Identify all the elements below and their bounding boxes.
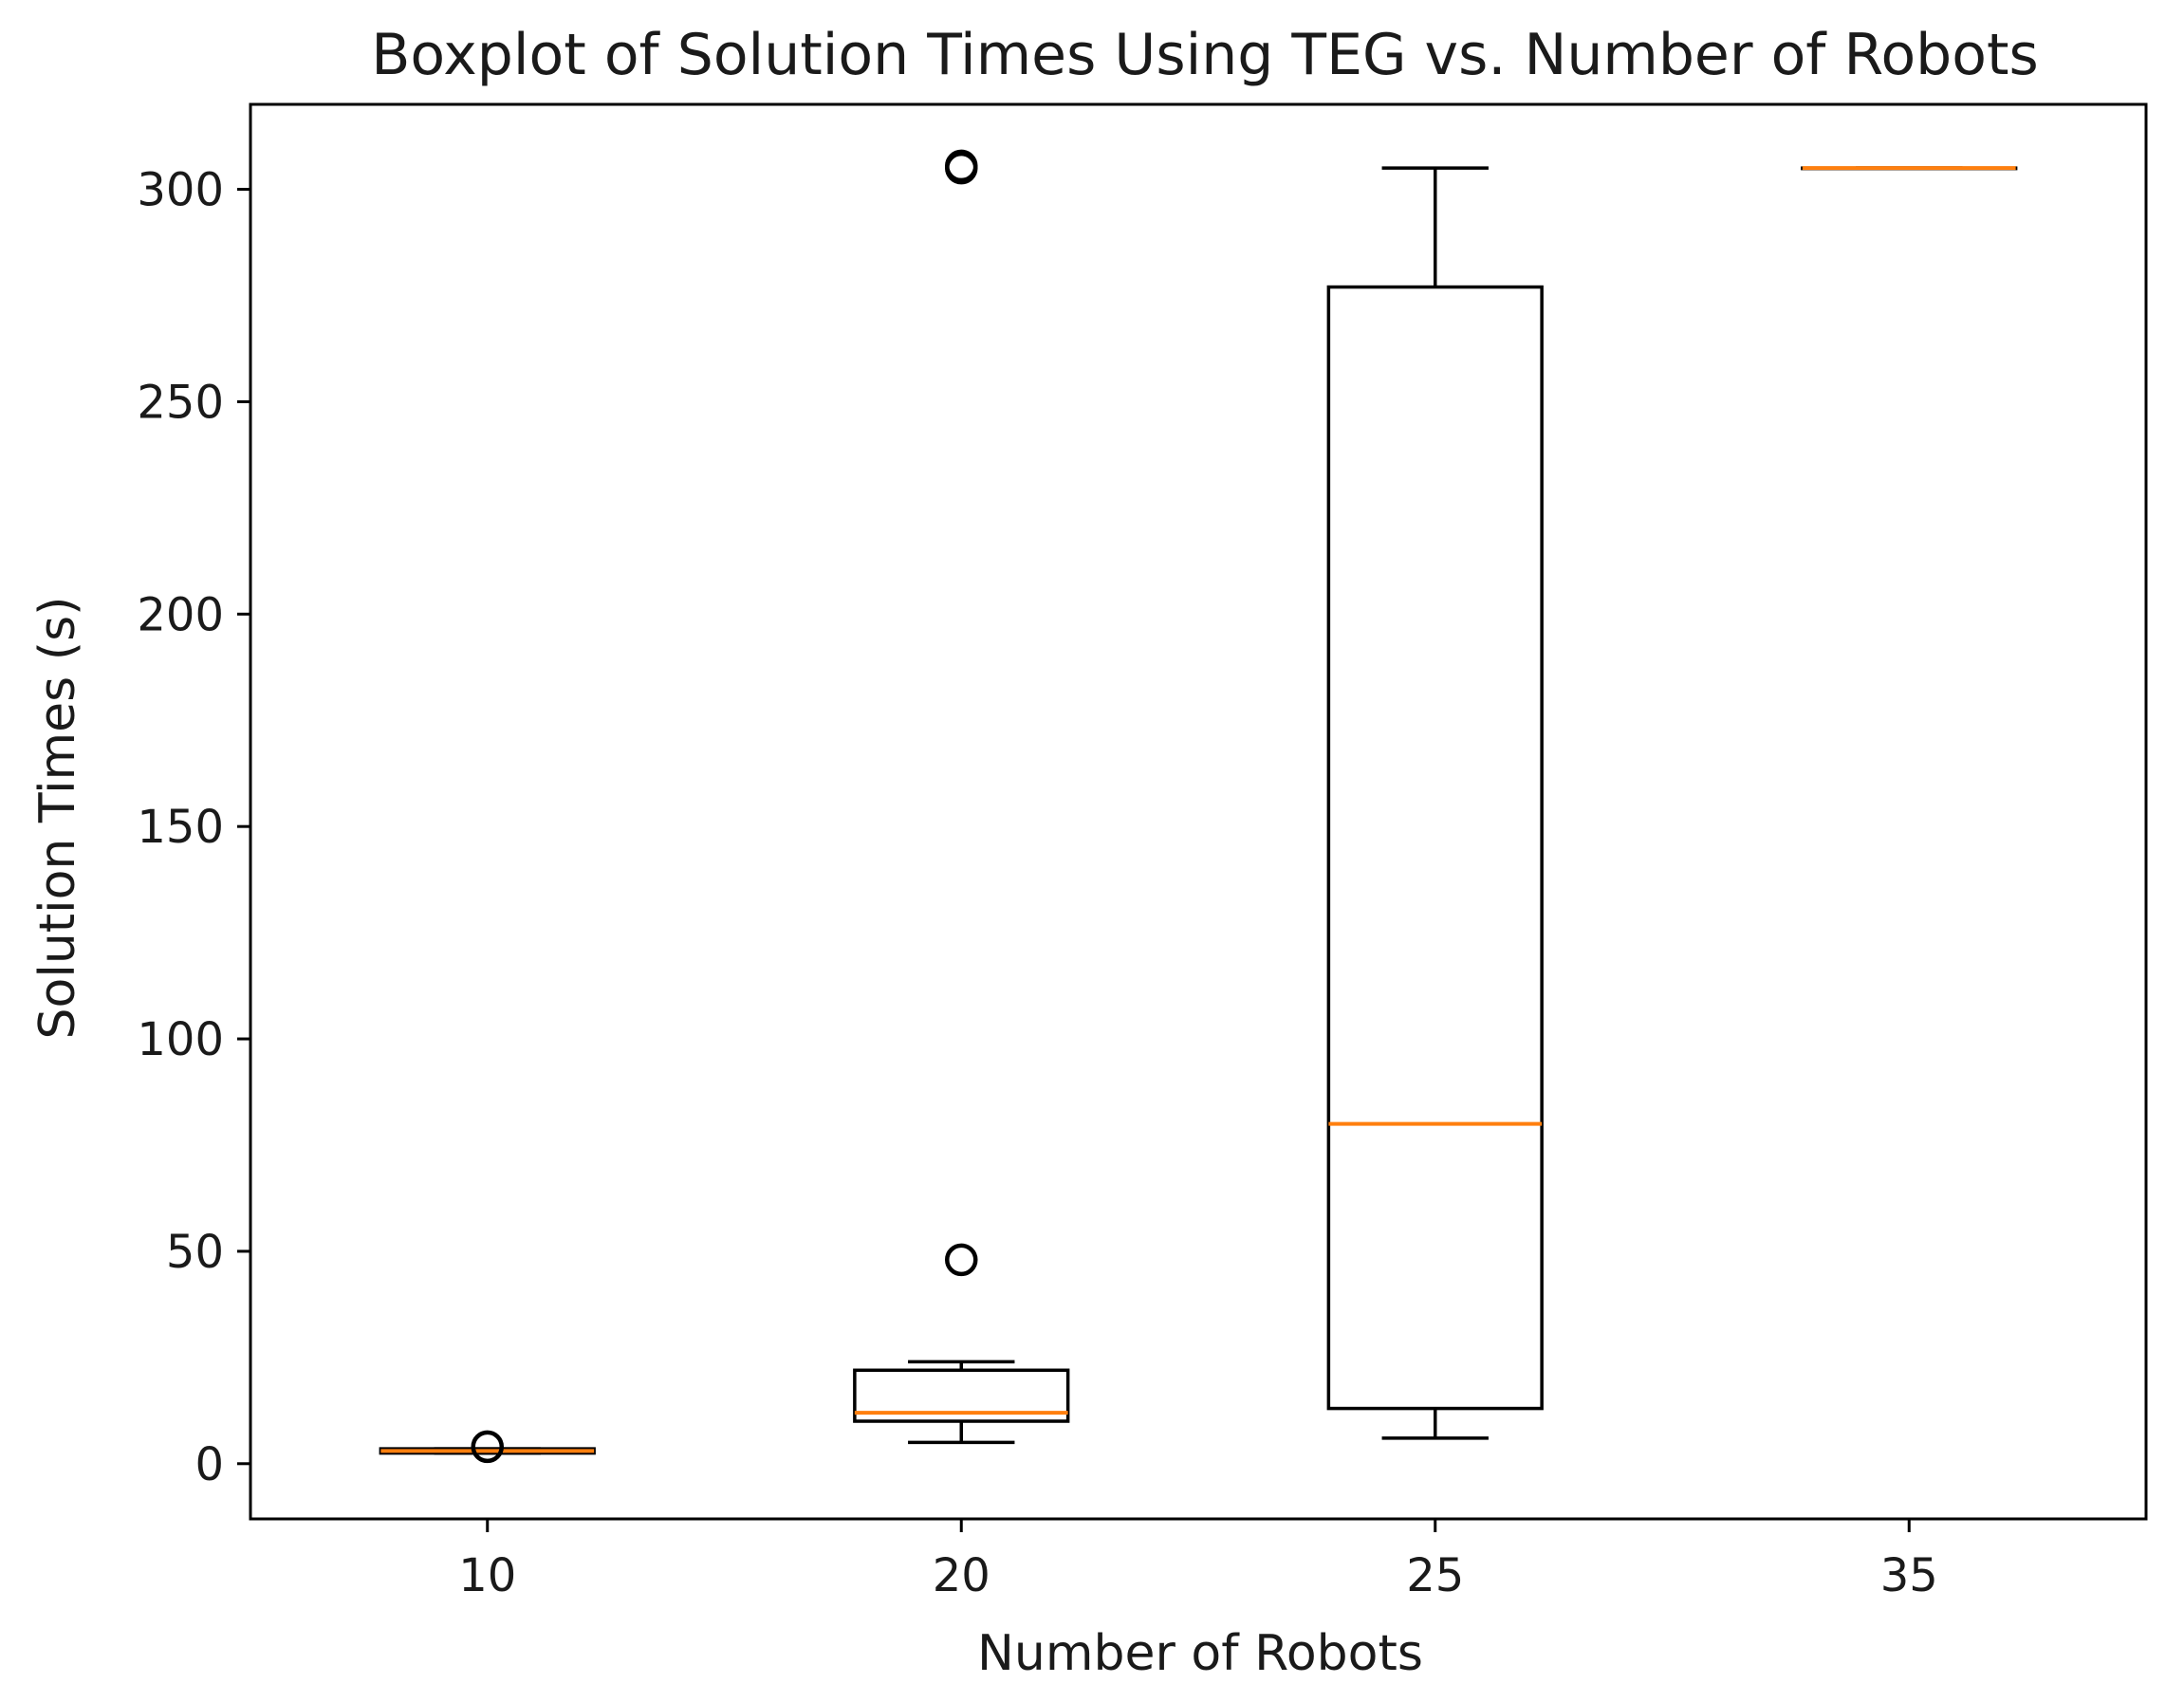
x-axis-label: Number of Robots xyxy=(977,1625,1423,1682)
y-tick-label: 200 xyxy=(137,588,224,641)
x-tick-label: 25 xyxy=(1406,1549,1464,1602)
chart-title: Boxplot of Solution Times Using TEG vs. … xyxy=(371,22,2039,88)
x-tick-label: 20 xyxy=(933,1549,990,1602)
x-tick-label: 35 xyxy=(1880,1549,1938,1602)
box-group-25 xyxy=(1326,166,1544,1440)
y-tick-label: 50 xyxy=(166,1226,224,1279)
y-tick-label: 250 xyxy=(137,376,224,429)
outlier-point xyxy=(945,149,978,183)
y-tick-label: 150 xyxy=(137,801,224,854)
outlier-point xyxy=(471,1430,504,1464)
plot-frame xyxy=(249,102,2148,1521)
y-tick-label: 0 xyxy=(194,1438,224,1491)
box-group-10 xyxy=(379,1430,596,1464)
iqr-box xyxy=(1326,285,1544,1411)
plot-area xyxy=(379,149,2018,1464)
box-group-20 xyxy=(853,149,1070,1445)
y-tick-label: 300 xyxy=(137,164,224,217)
x-tick-label: 10 xyxy=(458,1549,516,1602)
y-tick-label: 100 xyxy=(137,1013,224,1066)
y-axis-label: Solution Times (s) xyxy=(29,597,86,1040)
outlier-point xyxy=(945,1243,978,1277)
box-group-35 xyxy=(1801,166,2018,171)
